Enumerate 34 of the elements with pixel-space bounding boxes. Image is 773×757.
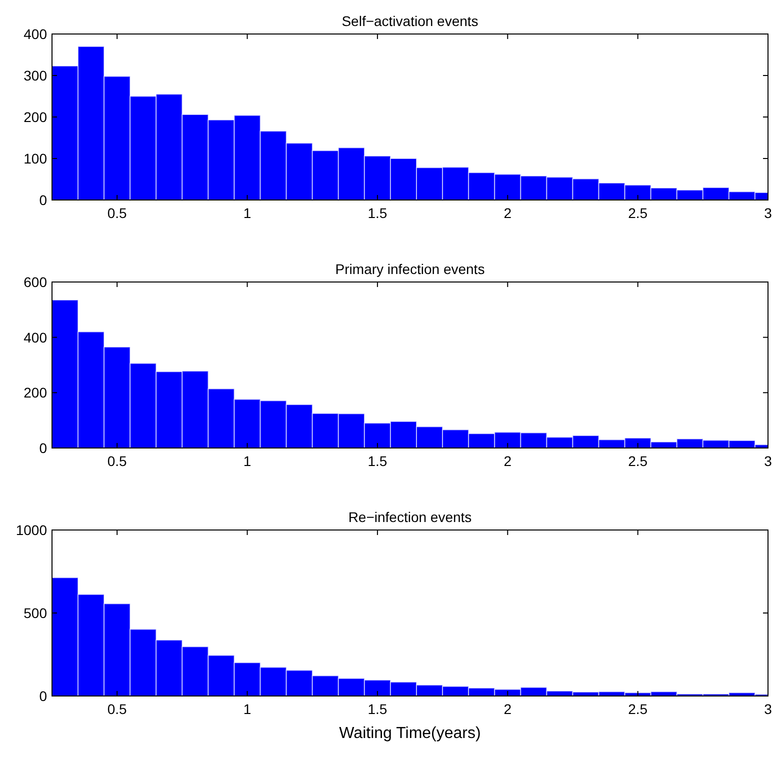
y-tick-label: 0	[39, 192, 48, 208]
x-tick-label: 2.5	[628, 701, 648, 717]
y-tick-label: 400	[24, 329, 48, 346]
y-tick-label: 300	[24, 68, 48, 84]
y-tick-label: 200	[24, 109, 48, 125]
x-tick-label: 2	[504, 701, 512, 717]
x-tick-label: 0.5	[107, 453, 128, 469]
y-tick-label: 1000	[16, 522, 48, 538]
y-tick-label: 0	[39, 440, 48, 456]
chart-title: Self−activation events	[342, 13, 478, 29]
x-tick-label: 1.5	[368, 453, 388, 469]
x-tick-label: 2	[504, 205, 512, 221]
y-tick-label: 200	[24, 384, 48, 401]
y-tick-label: 100	[24, 150, 48, 166]
y-tick-label: 0	[39, 688, 48, 704]
x-tick-label: 2.5	[628, 205, 648, 221]
x-tick-label: 2	[504, 453, 512, 469]
x-tick-label: 1	[243, 453, 252, 469]
x-tick-label: 3	[764, 205, 772, 221]
chart-title: Re−infection events	[348, 509, 472, 525]
x-tick-label: 3	[764, 701, 772, 717]
x-tick-label: 1.5	[368, 701, 388, 717]
x-tick-label: 2.5	[628, 453, 648, 469]
x-tick-label: 1	[243, 701, 252, 717]
y-tick-label: 500	[24, 605, 48, 621]
x-tick-label: 1	[243, 205, 252, 221]
chart-title: Primary infection events	[335, 261, 485, 277]
x-axis-title: Waiting Time(years)	[339, 725, 481, 742]
x-tick-label: 1.5	[368, 205, 388, 221]
y-tick-label: 400	[24, 26, 48, 42]
y-tick-label: 600	[24, 274, 48, 290]
x-tick-label: 3	[764, 453, 772, 469]
x-tick-label: 0.5	[107, 205, 128, 221]
x-tick-label: 0.5	[107, 701, 128, 717]
